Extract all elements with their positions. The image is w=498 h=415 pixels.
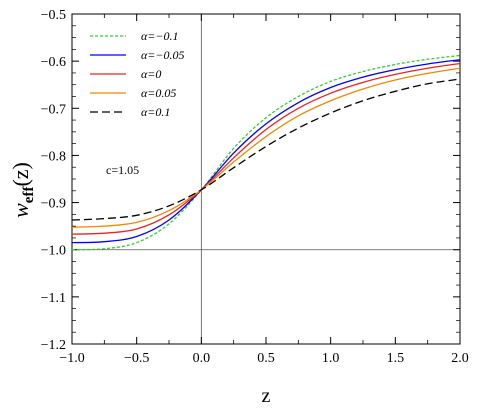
series-line-2 xyxy=(71,62,461,235)
y-axis-title-arg: (z) xyxy=(8,162,33,186)
annotation-c: c=1.05 xyxy=(106,163,139,177)
series-line-4 xyxy=(71,78,461,221)
y-axis-title: weff(z) xyxy=(8,162,37,218)
x-tick-label: 1.5 xyxy=(387,351,405,366)
legend-label-2: α=0 xyxy=(141,67,161,81)
y-tick-label: −0.5 xyxy=(41,8,66,23)
x-tick-label: −0.5 xyxy=(124,351,149,366)
legend: α=−0.1 α=−0.05 α=0 α=0.05 α=0.1 xyxy=(90,29,185,119)
series-line-1 xyxy=(71,59,461,244)
legend-label-4: α=0.1 xyxy=(141,105,170,119)
x-tick-label: 0.5 xyxy=(257,351,275,366)
legend-label-0: α=−0.1 xyxy=(141,29,179,43)
y-tick-label: −0.8 xyxy=(41,149,66,164)
plot-frame xyxy=(71,13,461,345)
y-tick-label: −0.7 xyxy=(41,102,66,117)
y-tick-label: −1.0 xyxy=(41,244,66,259)
y-tick-label: −1.2 xyxy=(41,338,66,353)
y-tick-label: −0.9 xyxy=(41,197,66,212)
y-axis-ticks: −1.2 −1.1 −1.0 −0.9 −0.8 −0.7 −0.6 −0.5 xyxy=(41,8,460,353)
series-lines xyxy=(71,54,461,251)
y-tick-label: −1.1 xyxy=(41,291,66,306)
series-line-3 xyxy=(71,67,461,228)
legend-label-3: α=0.05 xyxy=(141,86,176,100)
y-axis-title-main: w xyxy=(8,203,33,218)
x-axis-ticks: −1.0 −0.5 0.0 0.5 1.0 1.5 2.0 xyxy=(59,14,469,366)
series-line-0 xyxy=(71,54,461,251)
x-axis-title: z xyxy=(262,385,271,407)
y-tick-label: −0.6 xyxy=(41,55,66,70)
x-tick-label: 0.0 xyxy=(193,351,211,366)
reference-lines xyxy=(72,14,460,344)
x-tick-label: −1.0 xyxy=(59,351,84,366)
x-tick-label: 2.0 xyxy=(451,351,469,366)
legend-label-1: α=−0.05 xyxy=(141,48,185,62)
y-axis-title-sub: eff xyxy=(21,186,37,204)
x-tick-label: 1.0 xyxy=(322,351,340,366)
